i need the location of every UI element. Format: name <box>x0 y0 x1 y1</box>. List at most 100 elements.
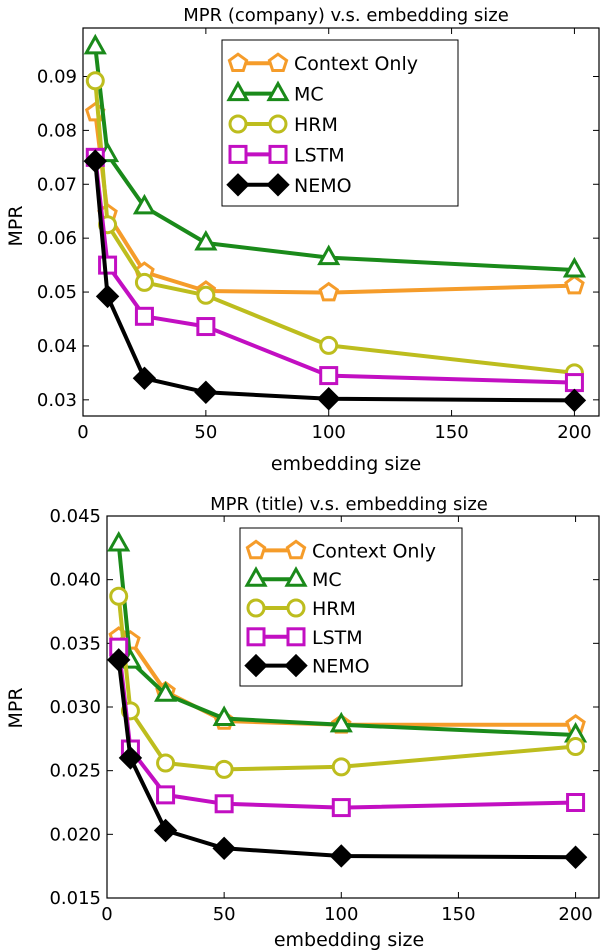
data-point <box>98 255 118 275</box>
series-line-4 <box>93 157 575 385</box>
legend: Context Only MC HRM LSTM NEMO <box>239 527 463 687</box>
legend-label: NEMO <box>312 656 370 678</box>
plot-area: 0 50 100 150 200 0.03 0.04 0.05 0.06 0.07 0.08 0.09… <box>37 27 600 443</box>
data-point <box>563 845 588 869</box>
legend-marker <box>286 627 306 647</box>
y-tick-label: 0.09 <box>37 67 77 88</box>
legend-marker <box>268 144 288 164</box>
series-line-5 <box>93 160 575 403</box>
y-tick-label: 0.025 <box>49 761 101 782</box>
legend-label: MC <box>294 84 324 106</box>
data-point <box>564 274 585 295</box>
x-tick-label: 100 <box>324 904 358 925</box>
chart-title: MPR (company) v.s. embedding size <box>183 5 509 26</box>
data-point <box>83 149 107 173</box>
x-tick-label: 0 <box>101 904 112 925</box>
legend-label: MC <box>312 569 342 591</box>
legend-label: HRM <box>294 114 338 136</box>
y-tick-label: 0.035 <box>49 633 101 654</box>
legend-marker <box>226 80 250 102</box>
y-tick-label: 0.020 <box>49 824 101 845</box>
data-point <box>566 793 586 812</box>
y-tick-label: 0.06 <box>37 228 77 249</box>
data-point <box>566 736 586 756</box>
legend-marker <box>228 144 248 164</box>
x-tick-label: 50 <box>194 422 217 443</box>
legend-marker <box>284 653 308 678</box>
series-line-2 <box>116 543 576 737</box>
data-point <box>132 193 156 215</box>
data-point <box>319 335 339 355</box>
x-tick-label: 0 <box>77 422 88 443</box>
data-point <box>196 317 216 337</box>
x-tick-label: 200 <box>557 422 591 443</box>
data-point <box>196 285 216 305</box>
axes-frame <box>82 27 600 417</box>
legend: Context Only MC HRM LSTM NEMO <box>221 39 459 207</box>
y-tick-label: 0.015 <box>49 888 101 909</box>
x-tick-label: 150 <box>434 422 468 443</box>
chart-title-mpr: MPR (title) v.s. embedding size embeddin… <box>5 494 600 951</box>
legend-label: NEMO <box>294 175 352 197</box>
data-point <box>329 711 353 733</box>
data-point <box>194 380 218 404</box>
data-point <box>153 818 178 843</box>
y-tick-label: 0.05 <box>37 282 77 303</box>
legend-label: Context Only <box>312 540 436 562</box>
legend-marker <box>286 598 306 618</box>
series-line-3 <box>93 80 575 375</box>
data-point <box>212 705 236 726</box>
y-tick-label: 0.030 <box>49 697 101 718</box>
series-line-2 <box>93 46 575 272</box>
legend-label: HRM <box>312 598 356 620</box>
data-point <box>214 794 234 814</box>
x-axis-label: embedding size <box>274 929 424 951</box>
data-point <box>318 281 340 302</box>
data-point <box>134 306 154 326</box>
chart-title: MPR (title) v.s. embedding size <box>210 494 488 515</box>
plot-area: 0 50 100 150 200 0.015 0.020 0.025 0.030 0.035 0.0… <box>49 506 600 925</box>
x-tick-label: 50 <box>213 904 236 925</box>
data-point <box>317 244 341 266</box>
data-point <box>562 256 586 278</box>
legend-marker <box>245 539 267 560</box>
data-point <box>331 798 351 818</box>
data-point <box>317 387 341 411</box>
legend-marker <box>246 598 266 618</box>
data-point <box>156 753 176 773</box>
x-axis-label: embedding size <box>271 453 421 475</box>
data-point <box>118 746 143 770</box>
legend-marker <box>267 52 289 72</box>
legend-marker <box>285 539 307 560</box>
legend-label: Context Only <box>294 53 418 75</box>
data-point <box>319 366 339 386</box>
legend-label: LSTM <box>294 144 345 166</box>
data-point <box>194 229 218 251</box>
data-point <box>107 648 131 672</box>
data-point <box>154 681 178 702</box>
legend-marker <box>226 173 250 197</box>
data-point <box>134 272 154 292</box>
data-point <box>83 33 107 55</box>
series-line-3 <box>116 595 576 772</box>
legend-marker <box>266 173 290 197</box>
legend-marker <box>227 52 249 72</box>
x-tick-label: 100 <box>312 422 346 443</box>
legend-marker <box>246 627 266 647</box>
y-tick-label: 0.07 <box>37 174 77 195</box>
y-axis-label: MPR <box>5 687 27 728</box>
y-tick-label: 0.03 <box>37 390 77 411</box>
data-point <box>329 844 353 868</box>
data-point <box>95 284 120 309</box>
legend-marker <box>268 114 288 134</box>
chart-company: MPR (company) v.s. embedding size embedd… <box>5 5 600 475</box>
data-point <box>331 757 351 777</box>
y-tick-label: 0.040 <box>49 570 101 591</box>
y-axis-label: MPR <box>5 205 27 246</box>
data-point <box>562 388 587 413</box>
legend-label: LSTM <box>312 627 363 649</box>
legend-marker <box>244 653 268 678</box>
data-point <box>107 530 131 552</box>
series-line-5 <box>116 659 576 860</box>
